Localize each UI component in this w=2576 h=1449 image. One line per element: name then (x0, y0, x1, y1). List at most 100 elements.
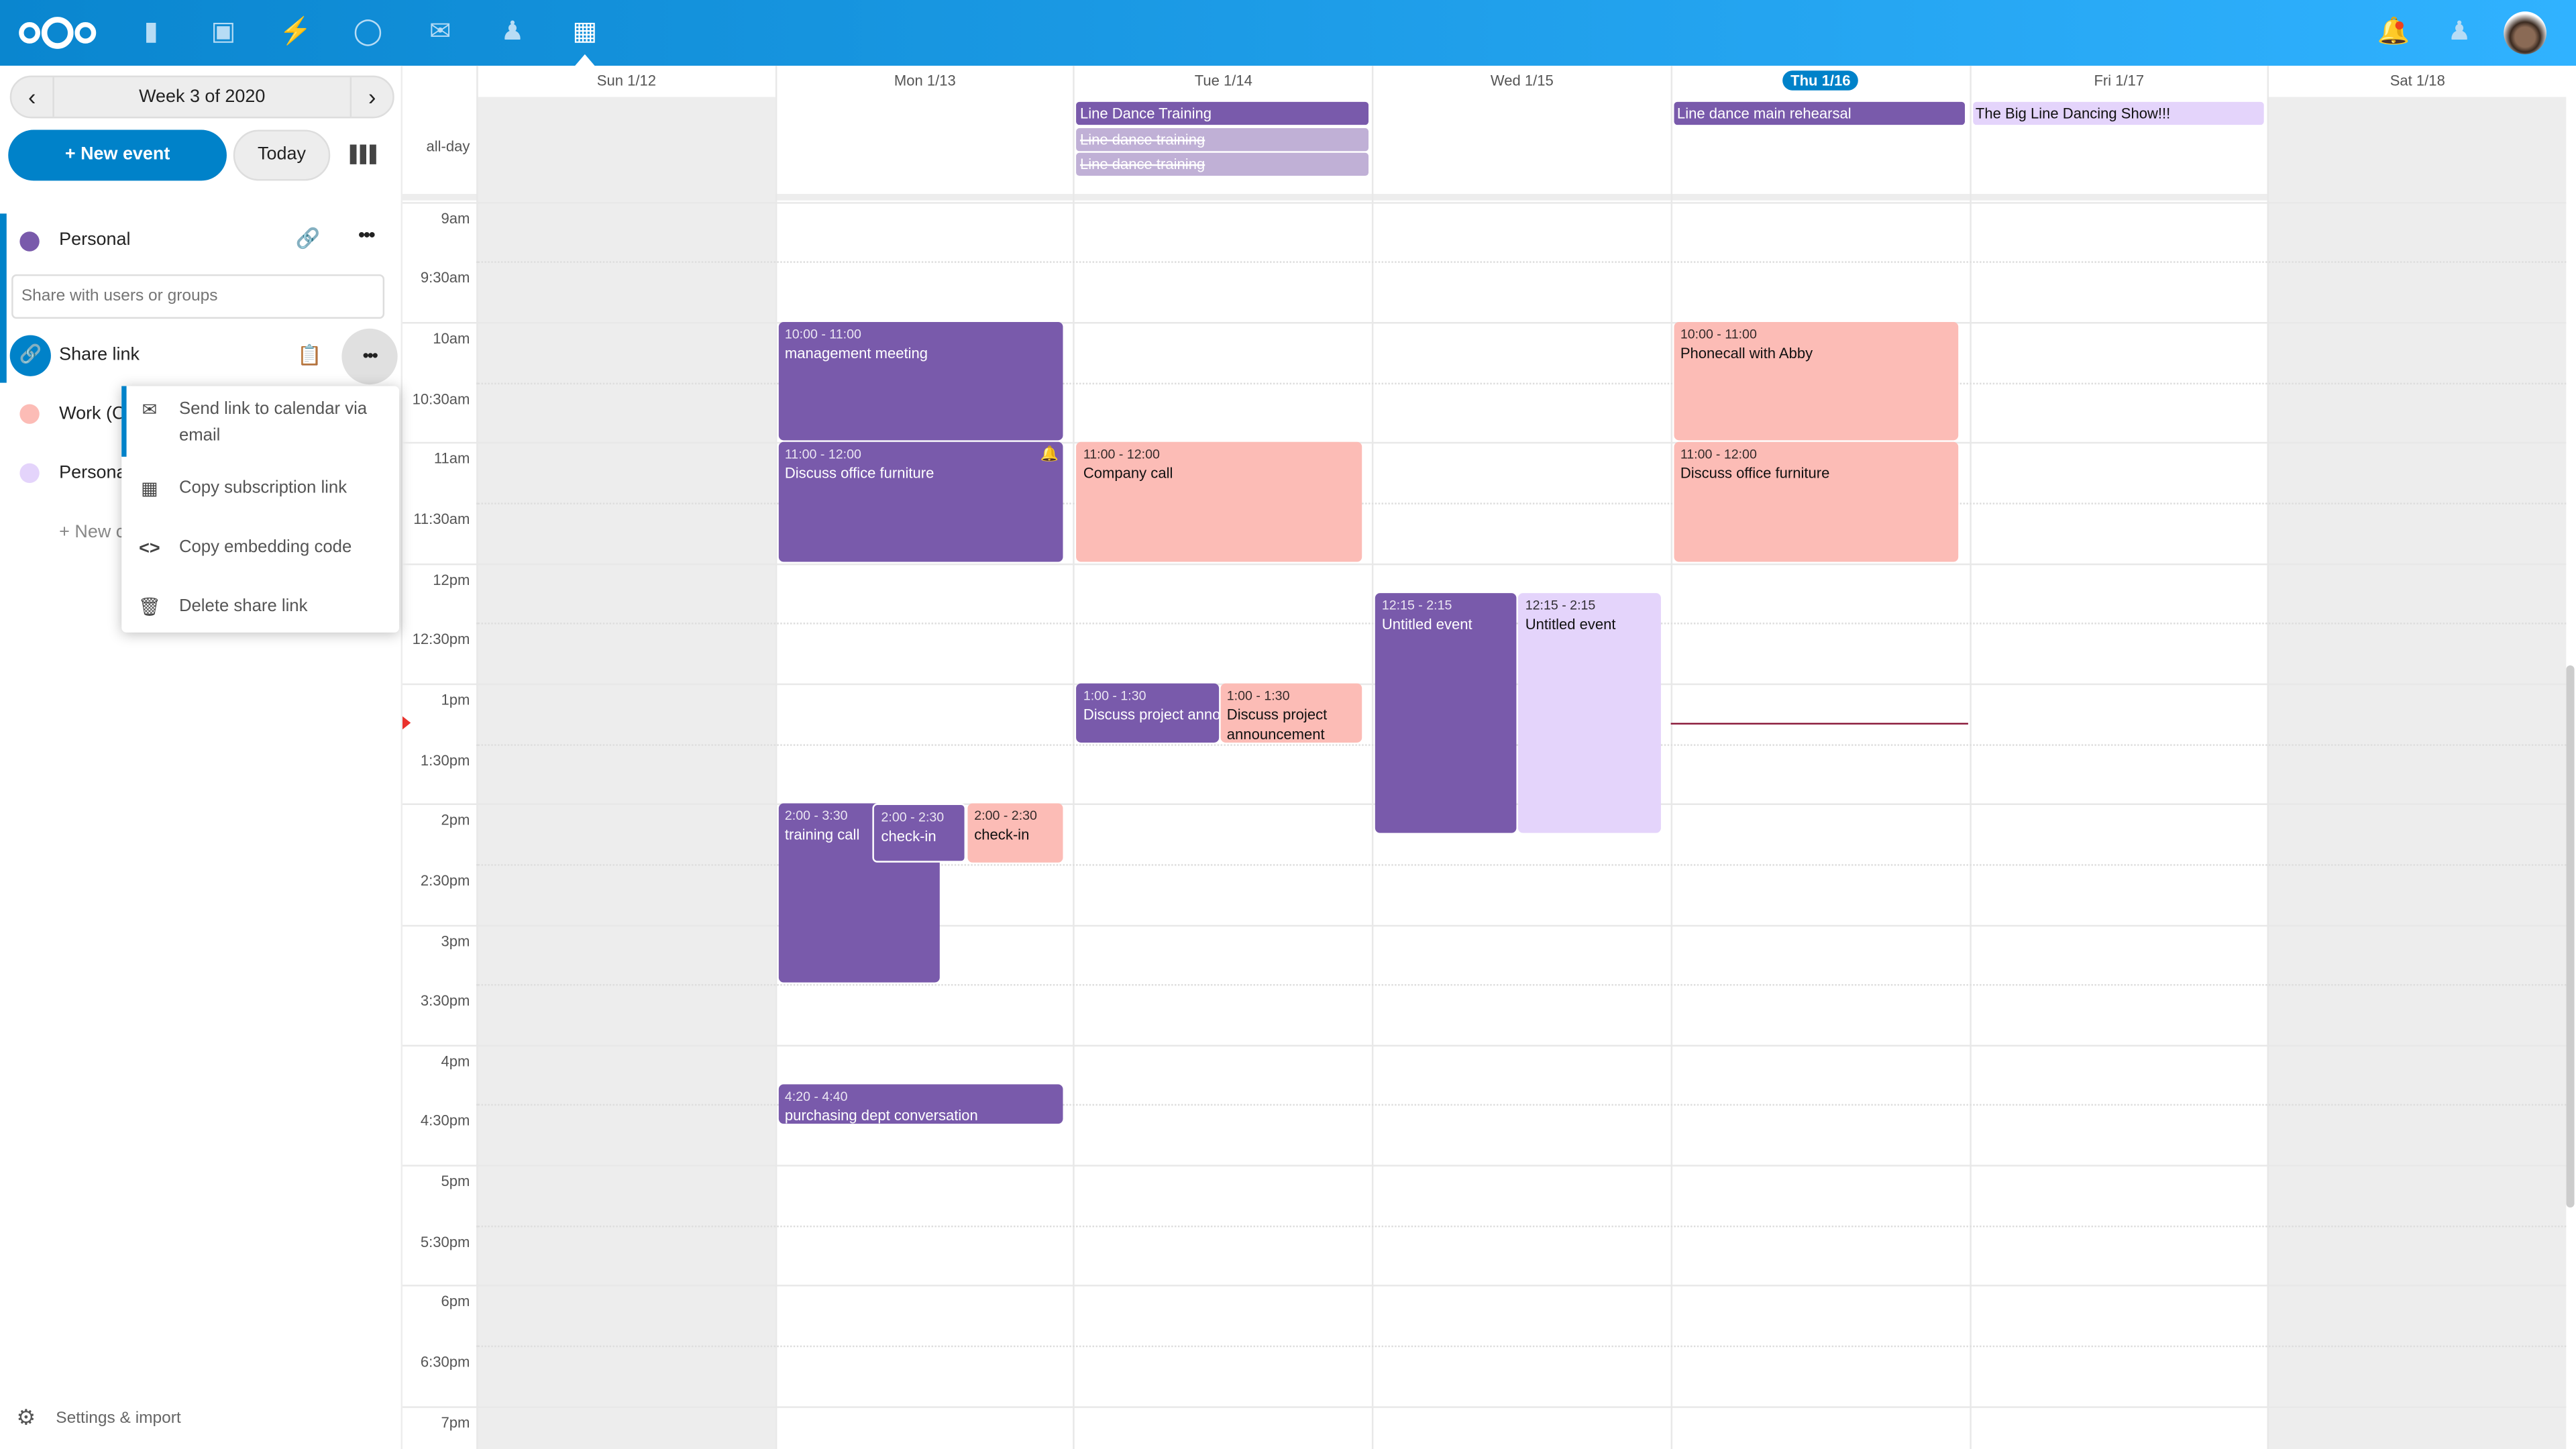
calendar-item-personal-2[interactable]: Persona (0, 457, 402, 493)
new-event-button[interactable]: + New event (8, 129, 227, 181)
day-column[interactable] (1969, 97, 2267, 1449)
half-hour-line (476, 863, 2567, 866)
event-title: Discuss office furniture (1680, 465, 1830, 482)
day-column[interactable] (775, 97, 1073, 1449)
time-label: 6pm (441, 1293, 470, 1310)
share-link-icon[interactable]: 🔗 (295, 226, 321, 250)
calendar-event[interactable]: 2:00 - 2:30 check-in (873, 804, 966, 863)
calendar-event[interactable]: 10:00 - 11:00 management meeting (778, 322, 1064, 441)
day-column[interactable] (1670, 97, 1969, 1449)
new-calendar-button[interactable]: + New c (59, 522, 125, 543)
allday-label: all-day (426, 138, 470, 155)
share-link-avatar-icon: 🔗 (9, 335, 51, 376)
more-options-icon[interactable]: ••• (358, 223, 376, 247)
event-time: 1:00 - 1:30 (1226, 688, 1290, 703)
half-hour-line (476, 984, 2567, 986)
hour-line (402, 563, 2567, 565)
day-header: Sat 1/18 (2267, 65, 2566, 97)
day-column[interactable] (2267, 97, 2567, 1449)
contacts-menu-icon[interactable]: ♟ (2447, 17, 2471, 46)
day-label: Thu 1/16 (1782, 70, 1859, 91)
calendar-event[interactable]: 2:00 - 2:30 check-in (967, 804, 1064, 863)
event-title: Discuss project announcement (1083, 706, 1219, 723)
notification-badge (2395, 21, 2404, 30)
time-label: 11:30am (413, 511, 470, 527)
day-label: Tue 1/14 (1194, 72, 1252, 89)
hour-line (402, 1285, 2567, 1287)
photos-icon[interactable]: ▣ (211, 17, 236, 46)
calendar-icon[interactable]: ▦ (572, 17, 598, 46)
week-navigator: ‹ Week 3 of 2020 › (9, 75, 394, 119)
event-time: 2:00 - 3:30 (784, 808, 848, 824)
scrollbar[interactable] (2566, 665, 2575, 1208)
time-label: 12pm (433, 571, 470, 588)
active-calendar-indicator (0, 213, 7, 383)
allday-event[interactable]: The Big Line Dancing Show!!! (1972, 101, 2265, 125)
next-week-button[interactable]: › (350, 77, 393, 117)
code-icon: <> (139, 539, 160, 559)
avatar[interactable] (2504, 11, 2546, 54)
day-column[interactable] (476, 97, 775, 1449)
half-hour-line (476, 382, 2567, 384)
event-time: 4:20 - 4:40 (784, 1089, 848, 1105)
event-title: Untitled event (1381, 616, 1472, 633)
day-label: Sat 1/18 (2390, 72, 2445, 89)
event-time: 11:00 - 12:00 (1083, 447, 1160, 462)
time-label: 9:30am (420, 270, 470, 286)
event-time: 10:00 - 11:00 (1680, 327, 1757, 342)
allday-event[interactable]: Line dance training (1077, 128, 1369, 152)
notifications-icon[interactable]: 🔔 (2377, 17, 2410, 46)
activity-icon[interactable]: ⚡ (279, 17, 313, 46)
allday-event[interactable]: Line dance training (1077, 152, 1369, 176)
copy-to-clipboard-icon[interactable]: 📋 (297, 343, 322, 367)
event-title: management meeting (784, 345, 928, 362)
calendar-event[interactable]: 1:00 - 1:30 Discuss project announcement (1220, 683, 1362, 742)
day-column[interactable] (1073, 97, 1372, 1449)
calendar-event[interactable]: 12:15 - 2:15 Untitled event (1518, 592, 1661, 833)
sidebar: ‹ Week 3 of 2020 › + New event Today Per… (0, 65, 403, 1449)
calendar-event[interactable]: 11:00 - 12:00 Discuss office furniture (1674, 442, 1960, 561)
calendar-event[interactable]: 4:20 - 4:40 purchasing dept conversation (778, 1084, 1064, 1124)
week-label[interactable]: Week 3 of 2020 (139, 87, 266, 107)
half-hour-line (476, 1104, 2567, 1107)
day-column[interactable] (1372, 97, 1670, 1449)
allday-event[interactable]: Line dance main rehearsal (1674, 101, 1966, 125)
time-label: 5pm (441, 1173, 470, 1190)
nextcloud-logo[interactable] (16, 15, 98, 51)
files-icon[interactable]: ▮ (144, 17, 159, 46)
calendar-event[interactable]: 2:00 - 3:30 training call (778, 804, 941, 983)
settings-import-button[interactable]: ⚙ Settings & import (16, 1405, 345, 1432)
calendar-item-work[interactable]: Work (C (0, 398, 402, 434)
talk-icon[interactable]: ◯ (353, 17, 383, 46)
calendar-name: Work (C (59, 404, 125, 424)
calendar-event[interactable]: 11:00 - 12:00 Discuss office furniture 🔔 (778, 442, 1064, 561)
previous-week-button[interactable]: ‹ (11, 77, 54, 117)
share-link-menu: ✉ Send link to calendar via email ▦ Copy s… (121, 386, 400, 633)
day-header: Sun 1/12 (476, 65, 775, 97)
calendar-event[interactable]: 10:00 - 11:00 Phonecall with Abby (1674, 322, 1960, 441)
calendar-color-dot (19, 463, 40, 484)
calendar-name: Persona (59, 463, 127, 484)
allday-event[interactable]: Line Dance Training (1077, 101, 1369, 125)
calendar-event[interactable]: 1:00 - 1:30 Discuss project announcement (1077, 683, 1219, 742)
allday-divider (402, 193, 2567, 201)
time-label: 5:30pm (420, 1233, 470, 1250)
calendar-event[interactable]: 11:00 - 12:00 Company call (1077, 442, 1362, 561)
menu-item-send-email[interactable]: ✉ Send link to calendar via email (121, 396, 399, 455)
calendar-item-personal[interactable]: Personal 🔗 ••• (0, 223, 402, 260)
share-link-menu-button[interactable]: ••• (341, 328, 398, 385)
contacts-icon[interactable]: ♟ (500, 17, 525, 46)
today-button[interactable]: Today (233, 129, 331, 181)
half-hour-line (476, 1225, 2567, 1227)
day-header: Fri 1/17 (1969, 65, 2267, 97)
time-label: 2:30pm (420, 872, 470, 889)
view-switch-icon[interactable] (350, 144, 376, 164)
event-title: Company call (1083, 465, 1173, 482)
calendar-event[interactable]: 12:15 - 2:15 Untitled event (1375, 592, 1517, 833)
day-label: Sun 1/12 (596, 72, 657, 89)
share-with-users-input[interactable] (11, 274, 385, 319)
day-label: Wed 1/15 (1490, 72, 1554, 89)
mail-icon[interactable]: ✉ (429, 17, 451, 46)
calendar-color-dot (19, 404, 40, 424)
event-title: check-in (974, 826, 1030, 843)
